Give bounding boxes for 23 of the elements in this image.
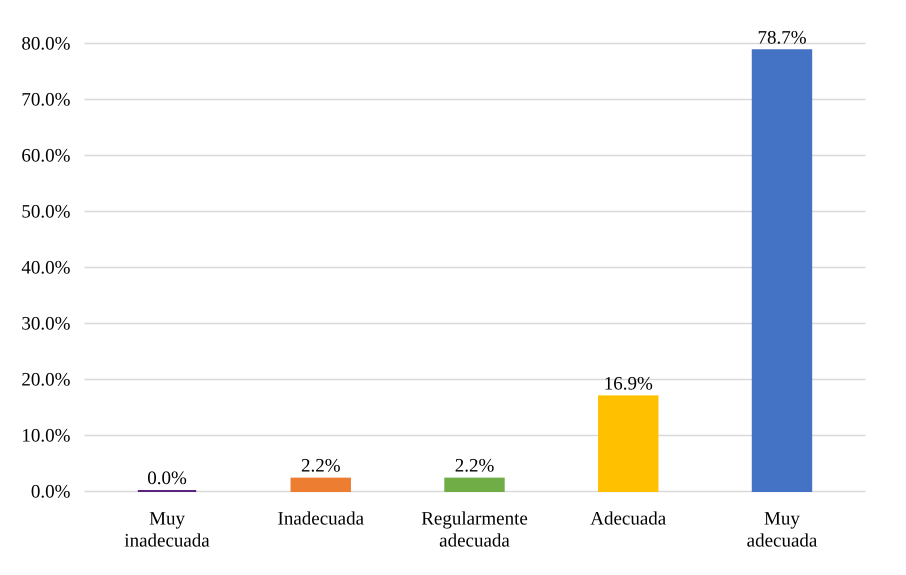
y-tick-label: 10.0% [21, 426, 71, 446]
x-tick-label: Regularmente adecuada [421, 508, 528, 552]
bar [598, 395, 658, 492]
y-tick-label: 0.0% [30, 482, 71, 502]
y-tick-label: 60.0% [21, 146, 71, 166]
y-tick-label: 20.0% [21, 370, 71, 390]
data-label: 2.2% [454, 456, 494, 477]
data-label: 2.2% [300, 456, 341, 477]
y-tick-label: 80.0% [21, 34, 71, 54]
y-tick-label: 70.0% [21, 90, 71, 110]
data-label: 0.0% [147, 468, 187, 489]
x-tick-label: Inadecuada [278, 508, 365, 530]
y-tick-label: 40.0% [21, 258, 71, 278]
x-tick-label: Muy adecuada [746, 508, 818, 552]
bar [752, 49, 812, 492]
data-label: 78.7% [757, 27, 807, 48]
bar [444, 478, 505, 492]
bar [290, 478, 351, 492]
x-tick-label: Adecuada [590, 508, 667, 530]
y-tick-label: 30.0% [21, 314, 71, 334]
data-label: 16.9% [604, 373, 653, 394]
y-tick-label: 50.0% [21, 202, 71, 222]
x-tick-label: Muy inadecuada [124, 508, 210, 552]
